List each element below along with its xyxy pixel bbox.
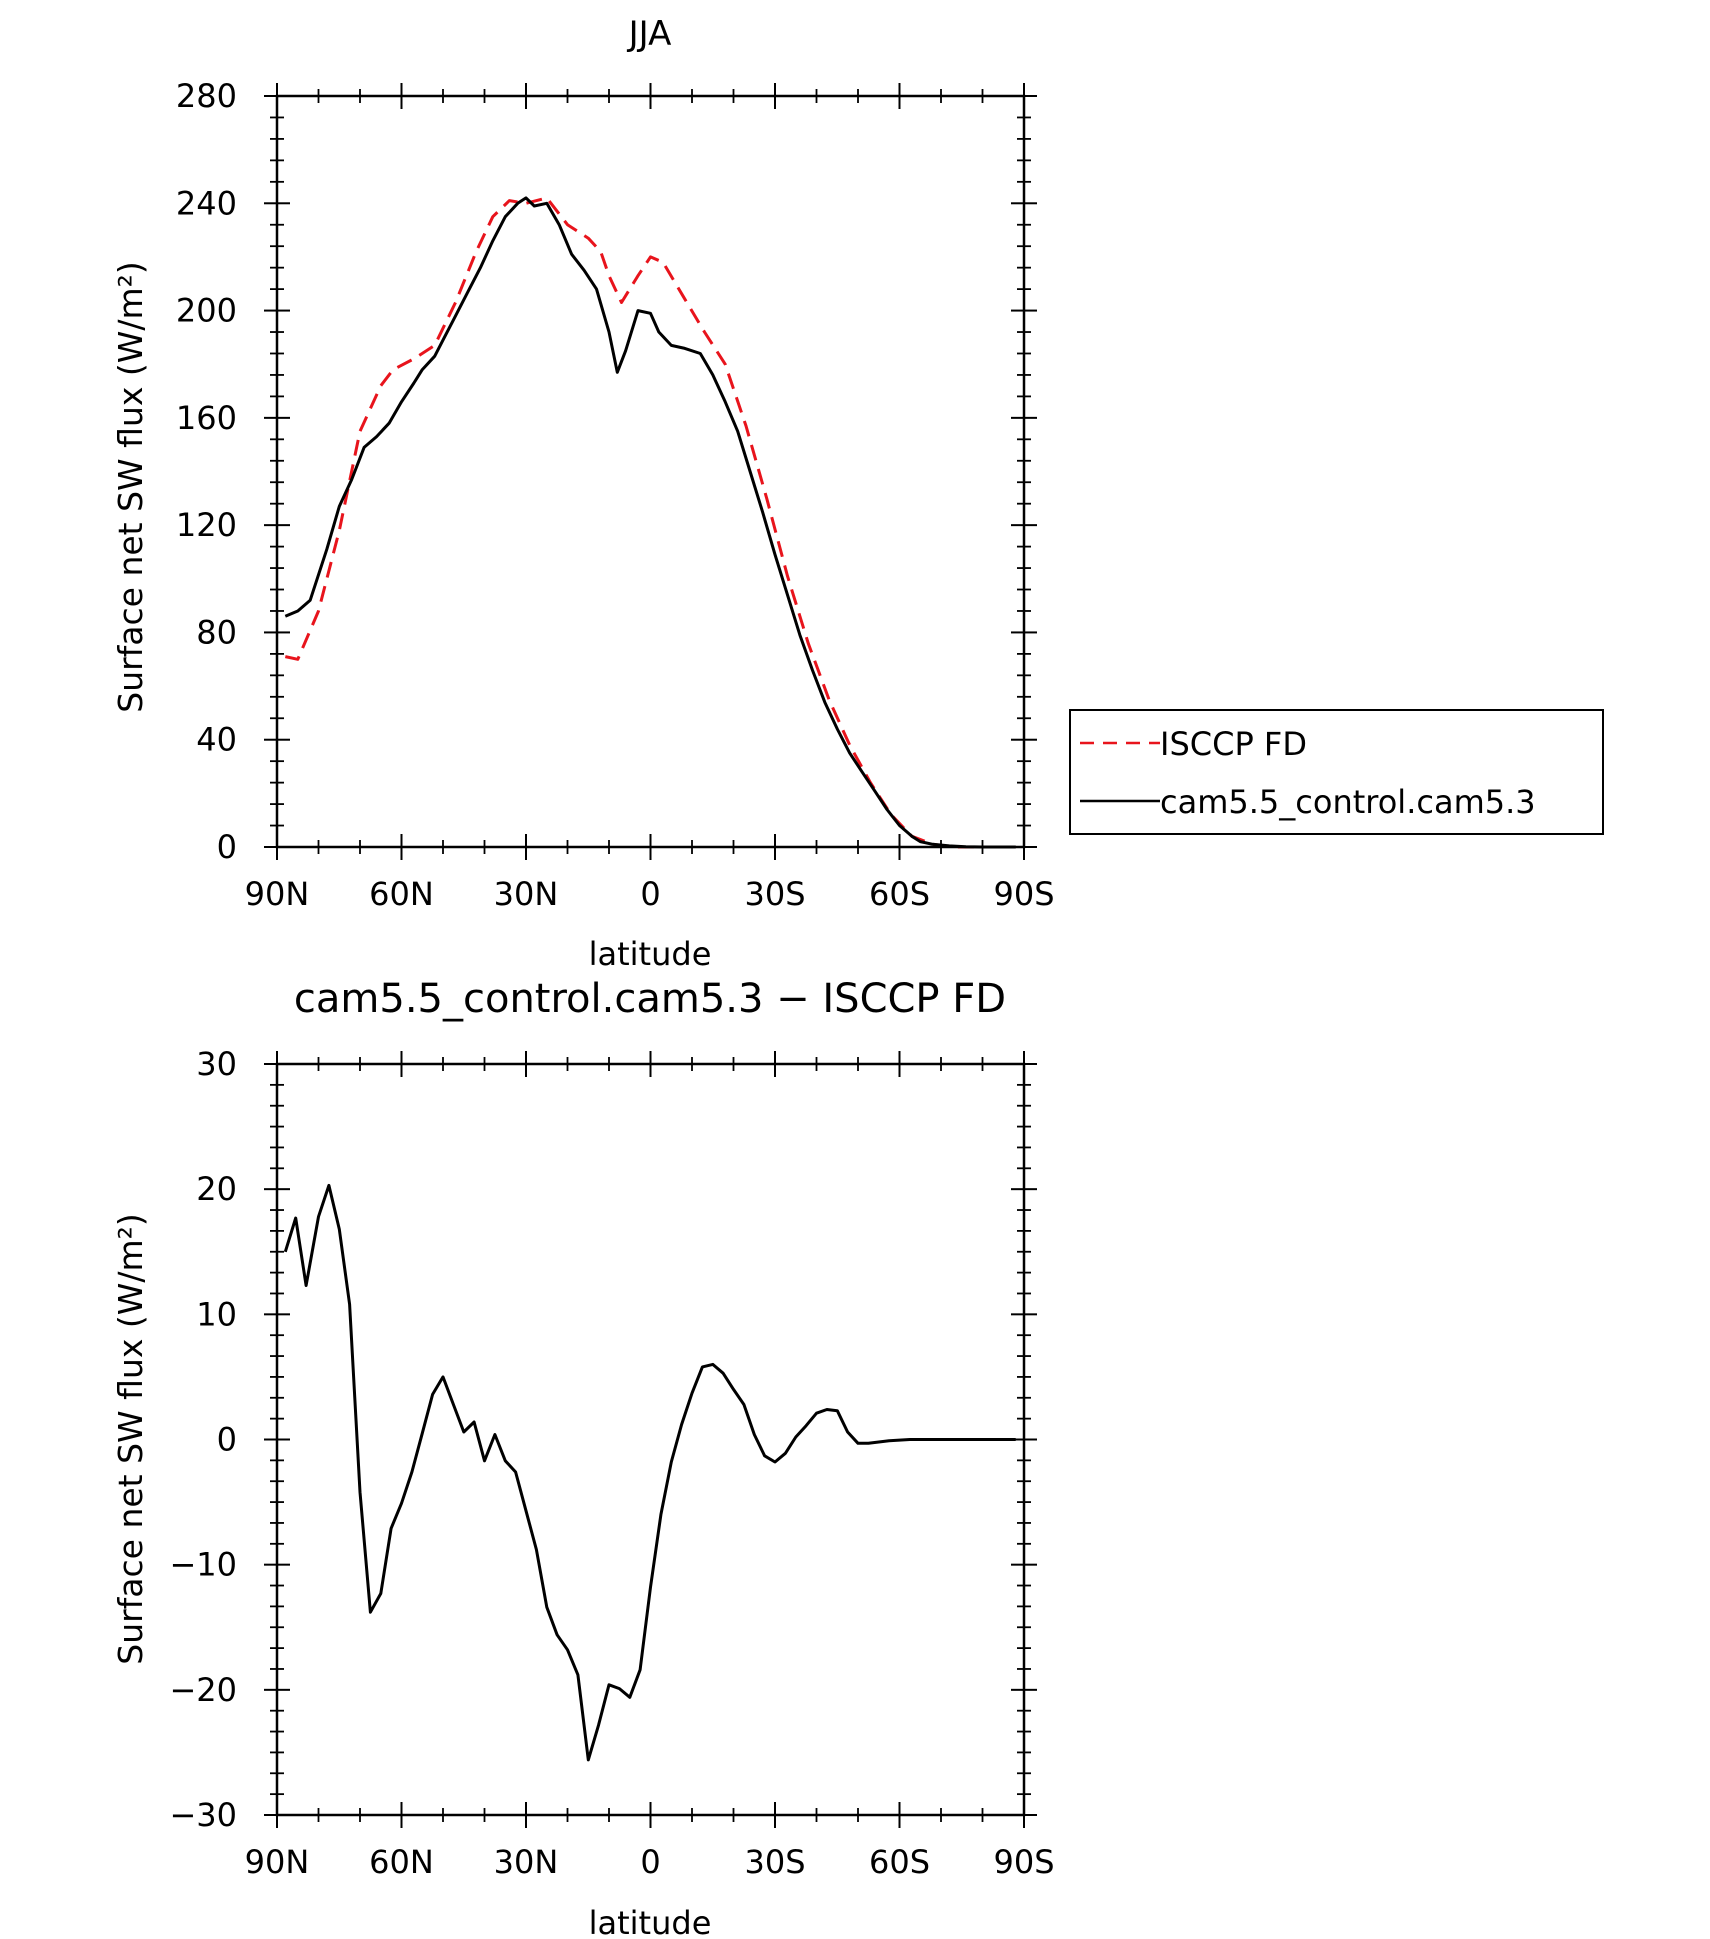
top-x-tick-label: 0 — [640, 875, 660, 913]
bottom-series-line-0 — [283, 1183, 1016, 1762]
top-y-tick-label: 120 — [176, 506, 237, 544]
top-y-tick-label: 40 — [196, 721, 237, 759]
top-x-tick-label: 90N — [245, 875, 310, 913]
bottom-x-tick-label: 90N — [245, 1843, 310, 1881]
bottom-x-tick-label: 30S — [744, 1843, 805, 1881]
top-chart-ticks: 90N 60N 30N 0 30S 60S 90S 0 40 80 120 160 200 240 280 — [176, 77, 1055, 913]
bottom-x-tick-label: 60S — [869, 1843, 930, 1881]
top-chart-plot-frame — [275, 94, 1026, 849]
bottom-y-tick-label: 0 — [217, 1421, 237, 1459]
legend-label-isccp-fd: ISCCP FD — [1160, 725, 1307, 763]
top-chart: JJA Surface net SW flux (W/m²) latitude … — [111, 14, 1604, 973]
top-y-tick-label: 160 — [176, 399, 237, 437]
bottom-x-tick-label: 90S — [993, 1843, 1054, 1881]
top-chart-legend: ISCCP FD cam5.5_control.cam5.3 — [1069, 709, 1604, 835]
legend-label-cam5-5-control: cam5.5_control.cam5.3 — [1160, 783, 1536, 821]
top-y-tick-label: 80 — [196, 613, 237, 651]
bottom-x-tick-label: 30N — [494, 1843, 559, 1881]
bottom-x-tick-label: 60N — [369, 1843, 434, 1881]
top-series-line-isccp-fd — [284, 196, 1016, 849]
top-y-tick-label: 200 — [176, 292, 237, 330]
top-y-tick-label: 240 — [176, 184, 237, 222]
top-series-line-cam5-5-control-cam5-3 — [284, 196, 1016, 849]
bottom-y-tick-label: 10 — [196, 1295, 237, 1333]
bottom-y-tick-label: 30 — [196, 1045, 237, 1083]
legend-box — [1069, 709, 1604, 835]
top-x-tick-label: 60S — [869, 875, 930, 913]
bottom-y-tick-label: −20 — [169, 1671, 237, 1709]
bottom-chart-series — [283, 1183, 1016, 1762]
top-chart-x-axis-label: latitude — [589, 935, 712, 973]
bottom-chart-ticks: 90N 60N 30N 0 30S 60S 90S −30 −20 −10 0 10 20 30 — [169, 1045, 1054, 1881]
bottom-y-tick-label: −10 — [169, 1546, 237, 1584]
bottom-chart: cam5.5_control.cam5.3 − ISCCP FD Surface… — [111, 976, 1055, 1939]
top-y-tick-label: 0 — [217, 828, 237, 866]
bottom-y-tick-label: 20 — [196, 1170, 237, 1208]
top-chart-series — [284, 196, 1016, 849]
bottom-y-tick-label: −30 — [169, 1796, 237, 1834]
top-x-tick-label: 30N — [494, 875, 559, 913]
top-chart-title: JJA — [627, 14, 672, 54]
bottom-x-tick-label: 0 — [640, 1843, 660, 1881]
bottom-chart-x-axis-label: latitude — [589, 1904, 712, 1939]
top-x-tick-label: 90S — [993, 875, 1054, 913]
bottom-chart-plot-frame — [275, 1062, 1026, 1817]
bottom-chart-y-axis-label: Surface net SW flux (W/m²) — [111, 1213, 150, 1665]
top-x-tick-label: 30S — [744, 875, 805, 913]
top-y-tick-label: 280 — [176, 77, 237, 115]
bottom-chart-title: cam5.5_control.cam5.3 − ISCCP FD — [294, 976, 1006, 1022]
top-chart-y-axis-label: Surface net SW flux (W/m²) — [111, 261, 150, 713]
top-x-tick-label: 60N — [369, 875, 434, 913]
